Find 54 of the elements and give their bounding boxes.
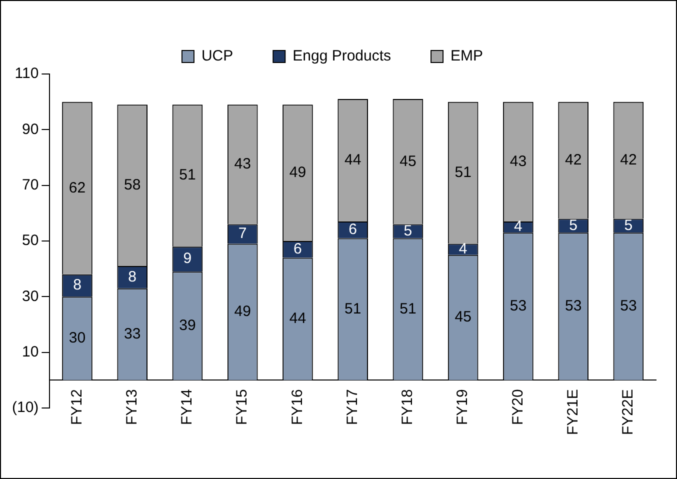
- x-tick-label: FY17: [344, 389, 361, 426]
- data-label: 49: [289, 164, 306, 181]
- data-label: 5: [624, 216, 633, 234]
- x-tick-label: FY20: [509, 389, 526, 426]
- y-tick-label: 30: [22, 288, 39, 305]
- x-tick-label: FY14: [178, 389, 196, 426]
- data-label: 5: [569, 216, 578, 234]
- data-label: 45: [400, 152, 416, 170]
- data-label: 8: [128, 268, 137, 286]
- data-label: 53: [564, 298, 582, 315]
- legend-label: EMP: [450, 48, 484, 65]
- data-label: 33: [124, 325, 141, 342]
- data-label: 45: [454, 308, 472, 326]
- x-tick-label: FY13: [123, 389, 140, 426]
- data-label: 49: [234, 303, 251, 320]
- data-label: 51: [454, 164, 472, 181]
- data-label: 42: [564, 151, 582, 168]
- data-label: 51: [344, 300, 362, 318]
- x-tick-label: FY21E: [564, 389, 582, 436]
- data-label: 8: [73, 276, 82, 294]
- legend-label: Engg Products: [292, 48, 392, 65]
- data-label: 53: [620, 298, 637, 315]
- x-tick-label: FY22E: [620, 389, 637, 436]
- data-label: 4: [458, 240, 468, 258]
- x-tick-label: FY16: [288, 389, 306, 426]
- y-tick-label: 70: [22, 176, 39, 194]
- data-label: 51: [400, 300, 416, 318]
- data-label: 6: [348, 221, 358, 238]
- x-tick-label: FY18: [399, 389, 416, 426]
- x-tick-label: FY12: [68, 389, 86, 426]
- data-label: 62: [68, 179, 86, 196]
- data-label: 44: [289, 310, 306, 328]
- data-label: 43: [510, 152, 527, 170]
- x-tick-label: FY15: [234, 389, 251, 426]
- data-label: 44: [344, 151, 362, 168]
- y-tick-label: 50: [22, 232, 39, 250]
- x-tick-label: FY19: [454, 389, 472, 426]
- data-label: 5: [404, 222, 412, 240]
- y-tick-label: 90: [22, 120, 39, 138]
- y-tick-label: 10: [22, 343, 39, 360]
- data-label: 7: [238, 225, 247, 242]
- legend-label: UCP: [201, 48, 234, 65]
- data-label: 39: [179, 317, 196, 334]
- data-label: 43: [234, 156, 251, 173]
- data-label: 30: [68, 330, 86, 347]
- y-tick-label: 110: [14, 65, 39, 82]
- data-label: 6: [294, 240, 302, 258]
- data-label: 53: [510, 298, 527, 315]
- data-label: 58: [124, 176, 141, 194]
- data-label: 9: [183, 250, 192, 268]
- y-tick-label: (10): [12, 399, 39, 416]
- data-label: 4: [514, 218, 522, 236]
- data-label: 51: [179, 166, 196, 184]
- data-label: 42: [620, 151, 637, 168]
